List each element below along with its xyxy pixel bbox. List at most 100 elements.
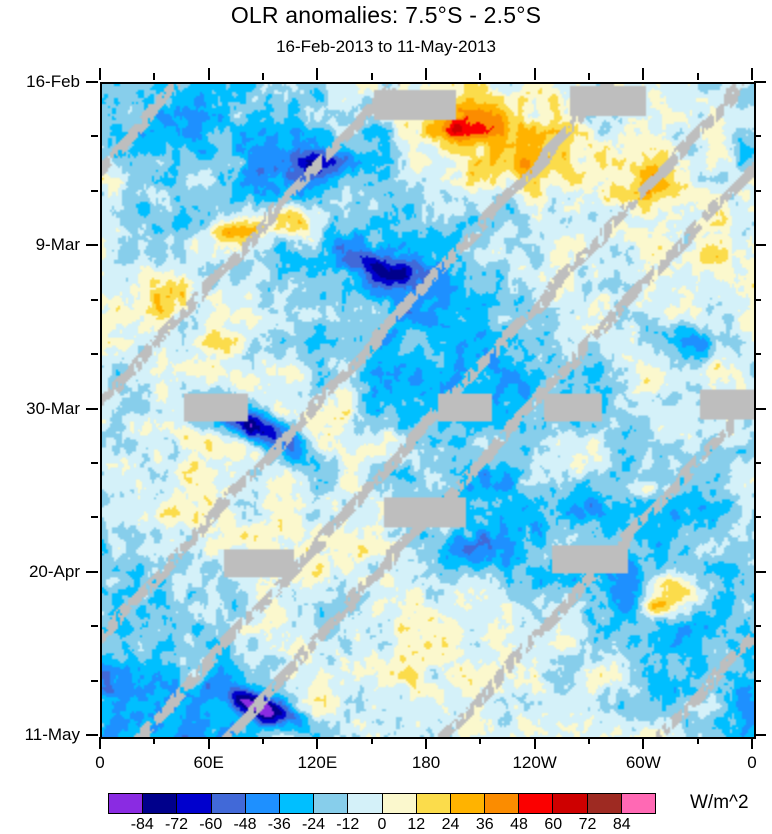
x-major-tick-bottom-2 [316,737,318,749]
y-minor-tick-right-3 [754,353,761,355]
y-minor-tick-left-1 [91,190,98,192]
colorbar-tick-label-7: 0 [377,816,387,833]
chart-subtitle: 16-Feb-2013 to 11-May-2013 [276,37,496,56]
y-major-tick-right-0 [754,81,766,83]
x-minor-tick-bottom-3 [479,737,481,744]
colorbar-swatch-13 [552,794,587,813]
colorbar-swatch-8 [381,794,416,813]
y-minor-tick-right-7 [754,680,761,682]
y-minor-tick-right-1 [754,190,761,192]
x-major-tick-top-4 [534,68,536,80]
x-minor-tick-top-1 [262,73,264,80]
colorbar-tick-label-6: -12 [336,816,360,833]
x-major-tick-bottom-1 [208,737,210,749]
x-minor-tick-bottom-4 [588,737,590,744]
y-major-tick-left-3 [86,571,98,573]
y-axis-label-1: 9-Mar [35,235,80,255]
y-axis-label-4: 11-May [24,725,80,744]
colorbar-swatch-11 [484,794,519,813]
x-major-tick-bottom-3 [425,737,427,749]
colorbar-swatch-2 [176,794,211,813]
colorbar-tick-label-2: -60 [199,816,223,833]
x-minor-tick-top-5 [697,73,699,80]
x-axis-label-1: 60E [193,753,224,772]
y-major-tick-left-4 [86,734,98,736]
colorbar-tick-label-9: 24 [441,816,460,833]
colorbar-swatch-9 [415,794,450,813]
y-minor-tick-left-2 [91,299,98,301]
y-minor-tick-left-3 [91,353,98,355]
x-axis-label-2: 120E [297,753,338,772]
colorbar-swatch-6 [313,794,348,813]
x-minor-tick-top-4 [588,73,590,80]
colorbar-units-label: W/m^2 [690,792,749,813]
x-major-tick-top-0 [99,68,101,80]
x-major-tick-top-1 [208,68,210,80]
y-major-tick-right-1 [754,244,766,246]
x-major-tick-top-2 [316,68,318,80]
y-major-tick-right-3 [754,571,766,573]
colorbar-tick-label-14: 84 [612,816,631,833]
x-minor-tick-top-0 [153,73,155,80]
colorbar-tick-label-12: 60 [544,816,563,833]
colorbar-swatch-14 [586,794,621,813]
olr-anomaly-field [102,84,754,737]
colorbar-swatch-5 [278,794,314,813]
x-axis-label-0: 0 [95,753,105,772]
y-minor-tick-right-6 [754,625,761,627]
colorbar-swatch-15 [620,794,655,813]
x-axis-label-5: 60W [625,753,661,772]
y-major-tick-right-4 [754,734,766,736]
colorbar-tick-label-5: -24 [301,816,326,833]
x-major-tick-bottom-0 [99,737,101,749]
x-minor-tick-top-3 [479,73,481,80]
colorbar-tick-label-3: -48 [233,816,257,833]
y-major-tick-left-2 [86,408,98,410]
colorbar [108,793,656,814]
hovmoller-plot-area [100,82,756,739]
x-major-tick-bottom-5 [642,737,644,749]
y-axis-label-0: 16-Feb [26,72,80,91]
colorbar-tick-label-0: -84 [130,816,154,833]
y-major-tick-left-1 [86,244,98,246]
y-minor-tick-left-4 [91,462,98,464]
x-major-tick-top-6 [751,68,753,80]
colorbar-tick-label-11: 48 [510,816,528,833]
y-minor-tick-right-5 [754,516,761,518]
y-axis-label-3: 20-Apr [28,561,80,581]
page-title: OLR anomalies: 7.5°S - 2.5°S [230,2,542,28]
x-minor-tick-bottom-1 [262,737,264,744]
x-axis-label-6: 0 [747,753,757,772]
colorbar-swatch-0 [109,794,143,813]
colorbar-swatch-3 [210,794,245,813]
colorbar-swatch-10 [449,794,485,813]
colorbar-tick-label-13: 72 [578,816,597,833]
y-minor-tick-right-2 [754,299,761,301]
y-minor-tick-right-0 [754,135,761,137]
x-minor-tick-bottom-2 [371,737,373,744]
y-minor-tick-left-7 [91,680,98,682]
y-minor-tick-left-0 [91,135,98,137]
x-axis-label-4: 120W [512,753,557,772]
x-minor-tick-bottom-0 [153,737,155,744]
y-major-tick-left-0 [86,81,98,83]
y-minor-tick-right-4 [754,462,761,464]
colorbar-swatch-4 [244,794,279,813]
x-minor-tick-bottom-5 [697,737,699,744]
x-minor-tick-top-2 [371,73,373,80]
x-major-tick-bottom-4 [534,737,536,749]
x-major-tick-top-3 [425,68,427,80]
colorbar-tick-label-8: 12 [407,816,426,833]
x-major-tick-top-5 [642,68,644,80]
y-minor-tick-left-5 [91,516,98,518]
y-axis-label-2: 30-Mar [26,398,80,418]
colorbar-swatch-7 [347,794,382,813]
colorbar-tick-label-1: -72 [164,816,189,833]
x-major-tick-bottom-6 [751,737,753,749]
y-minor-tick-left-6 [91,625,98,627]
x-axis-label-3: 180 [411,753,441,772]
colorbar-tick-label-4: -36 [267,816,291,833]
y-major-tick-right-2 [754,408,766,410]
colorbar-swatch-12 [518,794,553,813]
